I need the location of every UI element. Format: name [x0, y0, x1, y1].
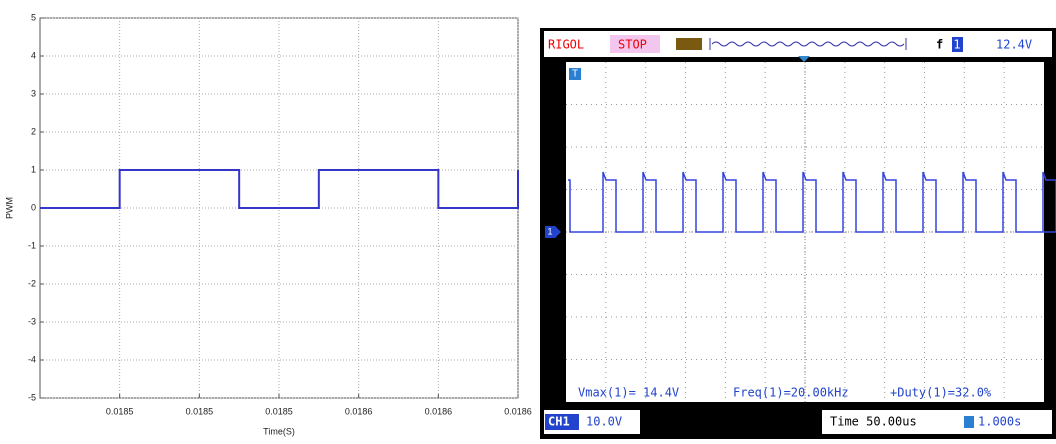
trigger-source: 1: [953, 38, 960, 52]
measurement: Vmax(1)= 14.4V: [578, 386, 679, 400]
y-tick-label: -4: [28, 354, 36, 364]
y-tick-label: -1: [28, 240, 36, 250]
offset-icon: [964, 416, 974, 428]
measurement: +Duty(1)=32.0%: [890, 386, 992, 400]
x-tick-label: 0.0185: [265, 406, 293, 416]
measurement: Freq(1)=20.00kHz: [733, 386, 849, 400]
x-tick-label: 0.0186: [504, 406, 532, 416]
trigger-edge: f: [936, 38, 943, 52]
channel: CH1: [548, 415, 570, 429]
y-tick-label: 2: [31, 126, 36, 136]
trigger-level: 12.4V: [996, 38, 1032, 52]
timebase: Time 50.00us: [830, 415, 917, 429]
y-tick-label: -5: [28, 392, 36, 402]
state: STOP: [618, 38, 647, 52]
y-tick-label: 0: [31, 202, 36, 212]
y-tick-label: -2: [28, 278, 36, 288]
y-axis-label: PWM: [4, 197, 14, 219]
y-tick-label: 1: [31, 164, 36, 174]
channel-marker: 1: [547, 226, 552, 236]
figure: -5 -4 -3 -2 -1 0 1 2 3 4 5 0.0185 0.0185 0.0185 0.0186…: [0, 0, 1056, 439]
page: {"chart_data": {"type": "line", "x_label…: [0, 0, 1056, 444]
trigger-marker: T: [572, 69, 578, 80]
brand: RIGOL: [548, 38, 584, 52]
y-tick-label: -3: [28, 316, 36, 326]
offset: 1.000s: [978, 415, 1021, 429]
y-tick-label: 4: [31, 50, 36, 60]
x-tick-label: 0.0186: [425, 406, 453, 416]
x-axis-label: Time(S): [263, 426, 295, 436]
y-tick-label: 3: [31, 88, 36, 98]
x-tick-label: 0.0185: [106, 406, 134, 416]
scale: 10.0V: [586, 415, 622, 429]
memory-icon: [676, 38, 702, 50]
y-tick-label: 5: [31, 12, 36, 22]
x-tick-label: 0.0185: [186, 406, 214, 416]
x-tick-label: 0.0186: [345, 406, 373, 416]
